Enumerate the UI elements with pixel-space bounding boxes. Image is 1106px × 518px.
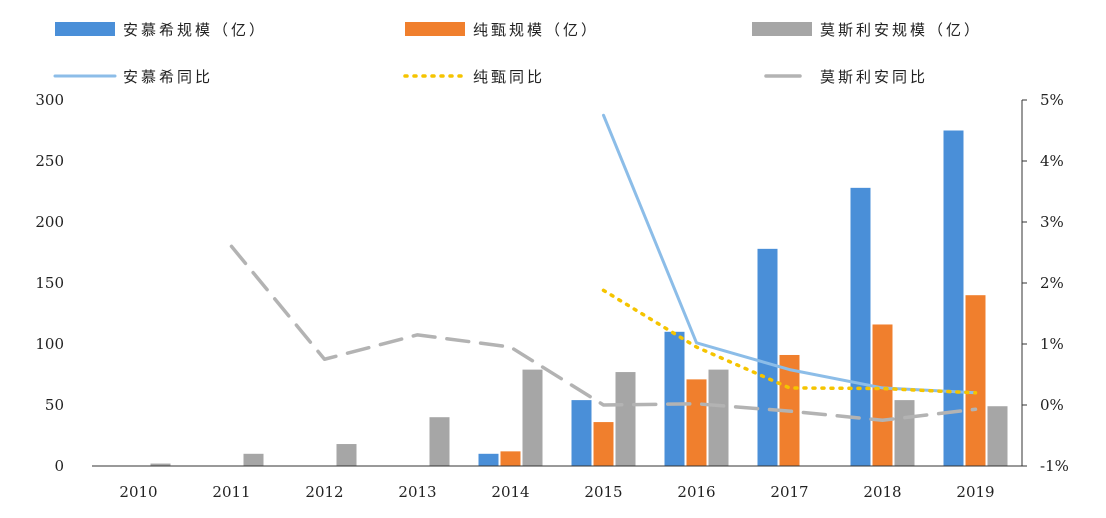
bar (965, 295, 986, 466)
bar (429, 417, 450, 466)
right-tick-label: 1% (1040, 335, 1064, 353)
legend-label: 莫斯利安同比 (820, 68, 928, 86)
bar (150, 463, 171, 466)
bar (615, 372, 636, 466)
x-tick-label: 2017 (770, 483, 808, 501)
left-tick-label: 250 (35, 152, 64, 170)
left-tick-label: 150 (35, 274, 64, 292)
bar (522, 369, 543, 466)
bar (850, 187, 871, 466)
left-tick-label: 50 (45, 396, 64, 414)
bar (686, 379, 707, 466)
bar (894, 400, 915, 466)
legend-label: 安慕希规模（亿） (123, 21, 267, 39)
x-tick-label: 2011 (212, 483, 250, 501)
legend: 安慕希规模（亿） 纯甄规模（亿） 莫斯利安规模（亿） 安慕希同比 纯甄同比 莫斯利安同比 (53, 21, 982, 86)
series-line (601, 288, 978, 395)
series-line (602, 113, 977, 395)
bar (757, 248, 778, 466)
x-tick-label: 2015 (584, 483, 622, 501)
bar (593, 422, 614, 466)
bar (987, 406, 1008, 466)
x-tick-label: 2010 (119, 483, 157, 501)
x-tick-label: 2019 (956, 483, 994, 501)
x-tick-label: 2014 (491, 483, 529, 501)
right-tick-label: 0% (1040, 396, 1064, 414)
legend-swatch (405, 22, 465, 36)
x-tick-label: 2016 (677, 483, 715, 501)
bar (943, 130, 964, 466)
left-tick-label: 200 (35, 213, 64, 231)
bar (243, 453, 264, 466)
left-tick-label: 100 (35, 335, 64, 353)
axes: 0 50 100 150 200 250 300 -1% 0% 1% 2% 3% 4% 5% 2010 201… (35, 91, 1069, 501)
left-tick-label: 300 (35, 91, 64, 109)
bar (500, 451, 521, 466)
right-tick-label: 3% (1040, 213, 1064, 231)
legend-swatch (752, 22, 812, 36)
legend-label: 安慕希同比 (123, 68, 213, 86)
right-tick-label: 2% (1040, 274, 1064, 292)
legend-label: 纯甄同比 (473, 68, 545, 86)
bars (150, 130, 1008, 466)
legend-swatch (55, 22, 115, 36)
bar (478, 453, 499, 466)
bar (571, 400, 592, 466)
right-tick-label: 4% (1040, 152, 1064, 170)
bar (336, 444, 357, 466)
lines (229, 113, 978, 422)
left-tick-label: 0 (54, 457, 64, 475)
legend-label: 纯甄规模（亿） (473, 21, 599, 39)
legend-label: 莫斯利安规模（亿） (820, 21, 982, 39)
right-tick-label: 5% (1040, 91, 1064, 109)
series-line (229, 244, 978, 422)
right-tick-label: -1% (1040, 457, 1069, 475)
bar (708, 369, 729, 466)
bar (872, 324, 893, 466)
bar (664, 331, 685, 466)
x-tick-label: 2018 (863, 483, 901, 501)
x-tick-label: 2013 (398, 483, 436, 501)
x-tick-label: 2012 (305, 483, 343, 501)
